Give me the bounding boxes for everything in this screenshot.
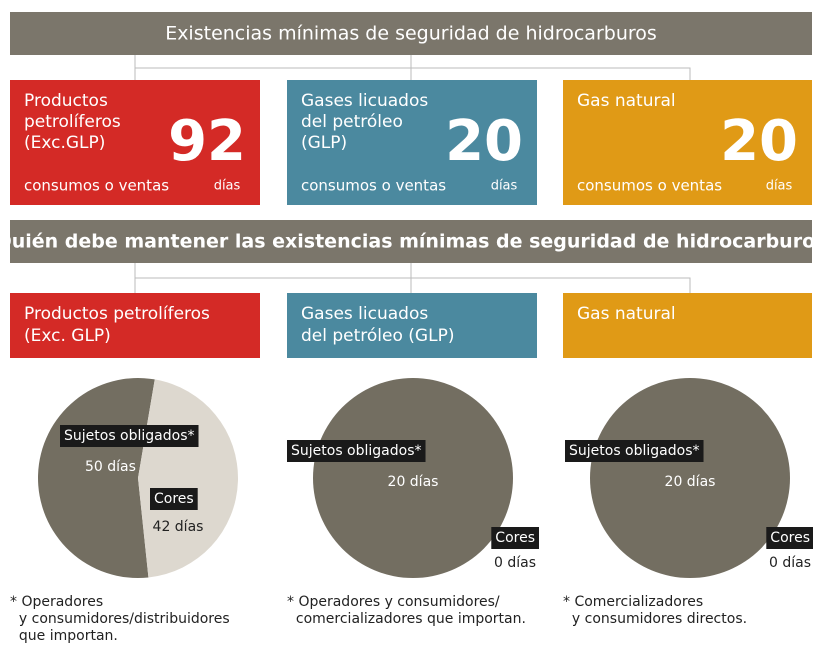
slice-value: 20 días bbox=[665, 474, 716, 490]
slice-label-bg bbox=[766, 527, 813, 549]
box-label: (Exc.GLP) bbox=[24, 133, 105, 153]
box-value: 20 bbox=[720, 109, 798, 174]
pie-slice bbox=[590, 378, 790, 578]
value-box bbox=[563, 80, 812, 205]
box-unit: días bbox=[214, 179, 241, 194]
slice-value: 50 días bbox=[85, 459, 136, 475]
connector bbox=[134, 55, 691, 80]
slice-label-bg bbox=[491, 527, 539, 549]
pie-title: Gas natural bbox=[577, 304, 676, 324]
footnote: comercializadores que importan. bbox=[287, 611, 526, 627]
box-label: Gases licuados bbox=[301, 91, 428, 111]
pie-title: Gases licuados bbox=[301, 304, 428, 324]
value-box bbox=[10, 80, 260, 205]
pie-title-box bbox=[563, 293, 812, 358]
slice-label-bg bbox=[287, 440, 426, 462]
pie-title-box bbox=[10, 293, 260, 358]
footnote: que importan. bbox=[10, 628, 118, 644]
slice-value: 0 días bbox=[769, 555, 811, 571]
header-title: Existencias mínimas de seguridad de hidr… bbox=[165, 23, 657, 45]
box-label: petrolíferos bbox=[24, 112, 121, 132]
pie-title: Productos petrolíferos bbox=[24, 304, 210, 324]
pie-title: (Exc. GLP) bbox=[24, 326, 111, 346]
slice-label-bg bbox=[60, 425, 199, 447]
box-value: 92 bbox=[168, 109, 246, 174]
slice-label: Sujetos obligados* bbox=[64, 428, 195, 444]
box-label: del petróleo bbox=[301, 112, 403, 132]
slice-value: 42 días bbox=[153, 519, 204, 535]
slice-value: 20 días bbox=[388, 474, 439, 490]
section-title: Quién debe mantener las existencias míni… bbox=[0, 231, 813, 253]
slice-value: 0 días bbox=[494, 555, 536, 571]
slice-label-bg bbox=[150, 488, 198, 510]
footnote: y consumidores directos. bbox=[563, 611, 747, 627]
footnote: * Comercializadores bbox=[563, 594, 703, 610]
header-bar bbox=[10, 12, 812, 55]
value-box bbox=[287, 80, 537, 205]
box-unit: días bbox=[491, 179, 518, 194]
box-note: consumos o ventas bbox=[24, 177, 169, 195]
footnote: * Operadores y consumidores/ bbox=[287, 594, 500, 610]
box-label: Productos bbox=[24, 91, 108, 111]
box-label: (GLP) bbox=[301, 133, 347, 153]
slice-label: Sujetos obligados* bbox=[291, 443, 422, 459]
box-note: consumos o ventas bbox=[577, 177, 722, 195]
pie-slice bbox=[38, 378, 155, 578]
pie-title: del petróleo (GLP) bbox=[301, 326, 454, 346]
box-note: consumos o ventas bbox=[301, 177, 446, 195]
box-value: 20 bbox=[445, 109, 523, 174]
slice-label: Cores bbox=[154, 491, 194, 507]
slice-label: Cores bbox=[770, 530, 810, 546]
footnote: * Operadores bbox=[10, 594, 103, 610]
connector bbox=[134, 263, 691, 293]
slice-label-bg bbox=[565, 440, 704, 462]
box-unit: días bbox=[766, 179, 793, 194]
footnote: y consumidores/distribuidores bbox=[10, 611, 230, 627]
slice-label: Sujetos obligados* bbox=[569, 443, 700, 459]
section-bar bbox=[10, 220, 812, 263]
box-label: Gas natural bbox=[577, 91, 676, 111]
pie-slice bbox=[138, 379, 239, 578]
pie-slice bbox=[313, 378, 513, 578]
pie-title-box bbox=[287, 293, 537, 358]
slice-label: Cores bbox=[495, 530, 535, 546]
